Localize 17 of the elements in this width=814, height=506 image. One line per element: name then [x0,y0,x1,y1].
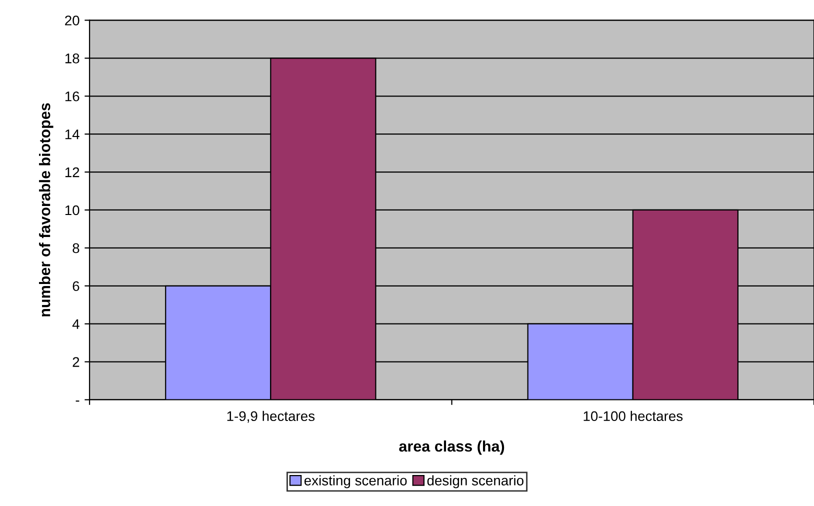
x-tick-label: 10-100 hectares [584,410,683,422]
y-tick-label: - [76,400,80,402]
legend-label: existing scenario [304,475,407,488]
y-tick-label: 10 [65,205,80,216]
x-tick-label: 1-9,9 hectares [227,410,315,423]
y-tick-label: 16 [65,91,80,102]
y-tick-label: 8 [72,243,80,254]
y-tick-label: 4 [72,319,80,329]
y-tick-label: 20 [65,16,80,26]
y-tick-label: 6 [72,281,80,292]
legend-label: design scenario [427,475,524,488]
y-tick-label: 18 [65,54,80,64]
y-tick-label: 14 [65,130,80,140]
y-tick-label: 12 [65,167,80,178]
y-axis-title: number of favorable biotopes [39,103,54,316]
x-axis-title: area class (ha) [399,440,504,455]
y-tick-label: 2 [72,357,80,367]
